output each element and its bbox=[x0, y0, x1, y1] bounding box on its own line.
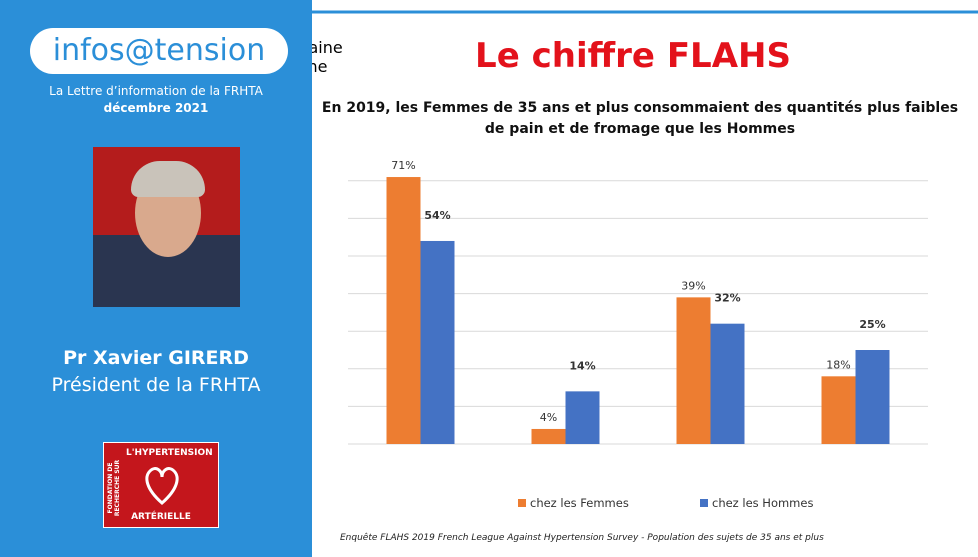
data-label: 32% bbox=[714, 292, 740, 305]
data-label: 71% bbox=[391, 159, 415, 172]
bar bbox=[421, 241, 455, 444]
legend-swatch bbox=[518, 499, 526, 507]
author-role: Président de la FRHTA bbox=[0, 374, 312, 396]
chart-title: Le chiffre FLAHS bbox=[475, 36, 791, 76]
bar bbox=[822, 376, 856, 444]
bar bbox=[387, 177, 421, 444]
bar bbox=[532, 429, 566, 444]
heart-icon bbox=[142, 463, 182, 505]
source-note: Enquête FLAHS 2019 French League Against… bbox=[340, 533, 824, 543]
foundation-logo: L'HYPERTENSION FONDATION DE RECHERCHE SU… bbox=[103, 442, 219, 528]
page: Le chiffre FLAHS 71% 54% 4% 14% 39% 32% 18% 25%… bbox=[0, 0, 978, 557]
bar bbox=[856, 350, 890, 444]
badge-top: L'HYPERTENSION bbox=[126, 448, 213, 458]
bar bbox=[566, 391, 600, 444]
bar bbox=[711, 324, 745, 444]
data-label: 54% bbox=[424, 209, 450, 222]
bar bbox=[677, 297, 711, 444]
data-label: 25% bbox=[859, 318, 885, 331]
legend-label: chez les Hommes bbox=[712, 496, 813, 510]
data-label: 14% bbox=[569, 359, 595, 372]
legend-label: chez les Femmes bbox=[530, 496, 629, 510]
data-label: 39% bbox=[681, 279, 705, 292]
data-label: 18% bbox=[826, 358, 850, 371]
badge-bottom: ARTÉRIELLE bbox=[104, 512, 218, 522]
chart-subtitle: En 2019, les Femmes de 35 ans et plus co… bbox=[320, 98, 960, 140]
sidebar: infos@tension La Lettre d’information de… bbox=[0, 0, 312, 557]
portrait bbox=[93, 147, 240, 307]
tagline: La Lettre d’information de la FRHTA bbox=[0, 84, 312, 98]
legend-swatch bbox=[700, 499, 708, 507]
data-label: 4% bbox=[540, 411, 557, 424]
logo: infos@tension bbox=[30, 28, 288, 74]
author-name: Pr Xavier GIRERD bbox=[0, 347, 312, 369]
date: décembre 2021 bbox=[0, 101, 312, 115]
